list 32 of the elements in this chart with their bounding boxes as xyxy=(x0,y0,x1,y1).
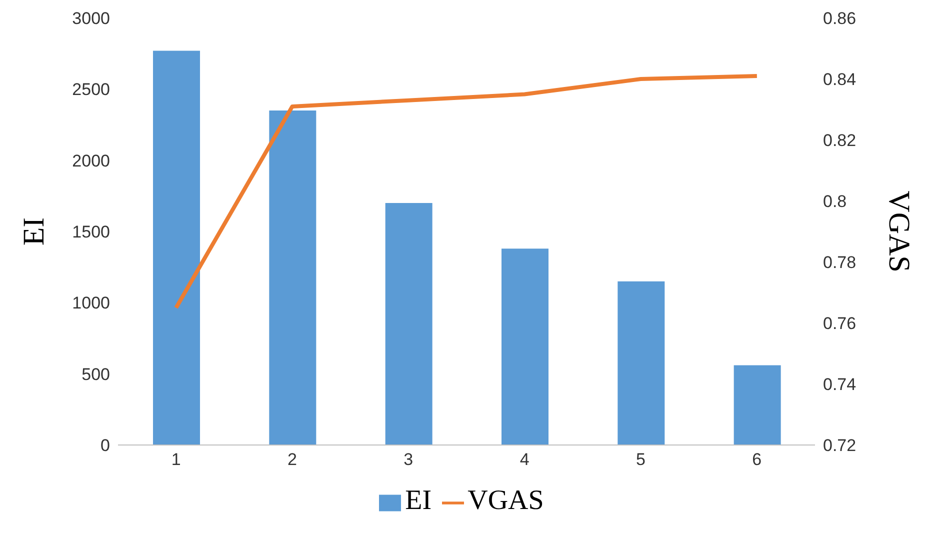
y-tick-label: 2000 xyxy=(72,151,110,170)
bar xyxy=(269,110,316,445)
x-tick-label: 4 xyxy=(520,450,530,470)
y-tick-label: 500 xyxy=(82,364,110,384)
x-tick-label: 3 xyxy=(404,450,414,470)
bar xyxy=(734,365,781,445)
bar xyxy=(502,248,548,445)
x-tick-label: 6 xyxy=(752,450,762,470)
y-tick-label: 1500 xyxy=(72,222,110,242)
y2-tick-label: 0.82 xyxy=(823,131,856,150)
bar xyxy=(385,203,432,445)
y-axis-title: EI xyxy=(18,217,51,246)
x-tick-label: 1 xyxy=(171,450,181,470)
y-tick-label: 3000 xyxy=(72,9,110,28)
line-series xyxy=(174,74,759,310)
y2-tick-label: 0.76 xyxy=(823,314,856,334)
y2-tick-label: 0.86 xyxy=(823,9,856,28)
bar xyxy=(618,281,665,445)
y2-axis-title: VGAS xyxy=(882,190,916,272)
legend-label: EI xyxy=(405,485,432,516)
x-tick-label: 2 xyxy=(288,450,297,470)
bar xyxy=(153,50,200,445)
y-tick-label: 2500 xyxy=(72,80,110,100)
y2-tick-label: 0.74 xyxy=(823,375,856,394)
y2-tick-label: 0.84 xyxy=(823,70,856,90)
y2-tick-label: 0.72 xyxy=(823,436,856,456)
y2-tick-label: 0.8 xyxy=(823,192,847,212)
x-tick-label: 5 xyxy=(636,450,646,470)
y-tick-label: 1000 xyxy=(72,294,110,313)
y2-tick-label: 0.78 xyxy=(823,253,856,272)
legend-label: VGAS xyxy=(468,485,544,516)
y-tick-label: 0 xyxy=(100,436,110,456)
